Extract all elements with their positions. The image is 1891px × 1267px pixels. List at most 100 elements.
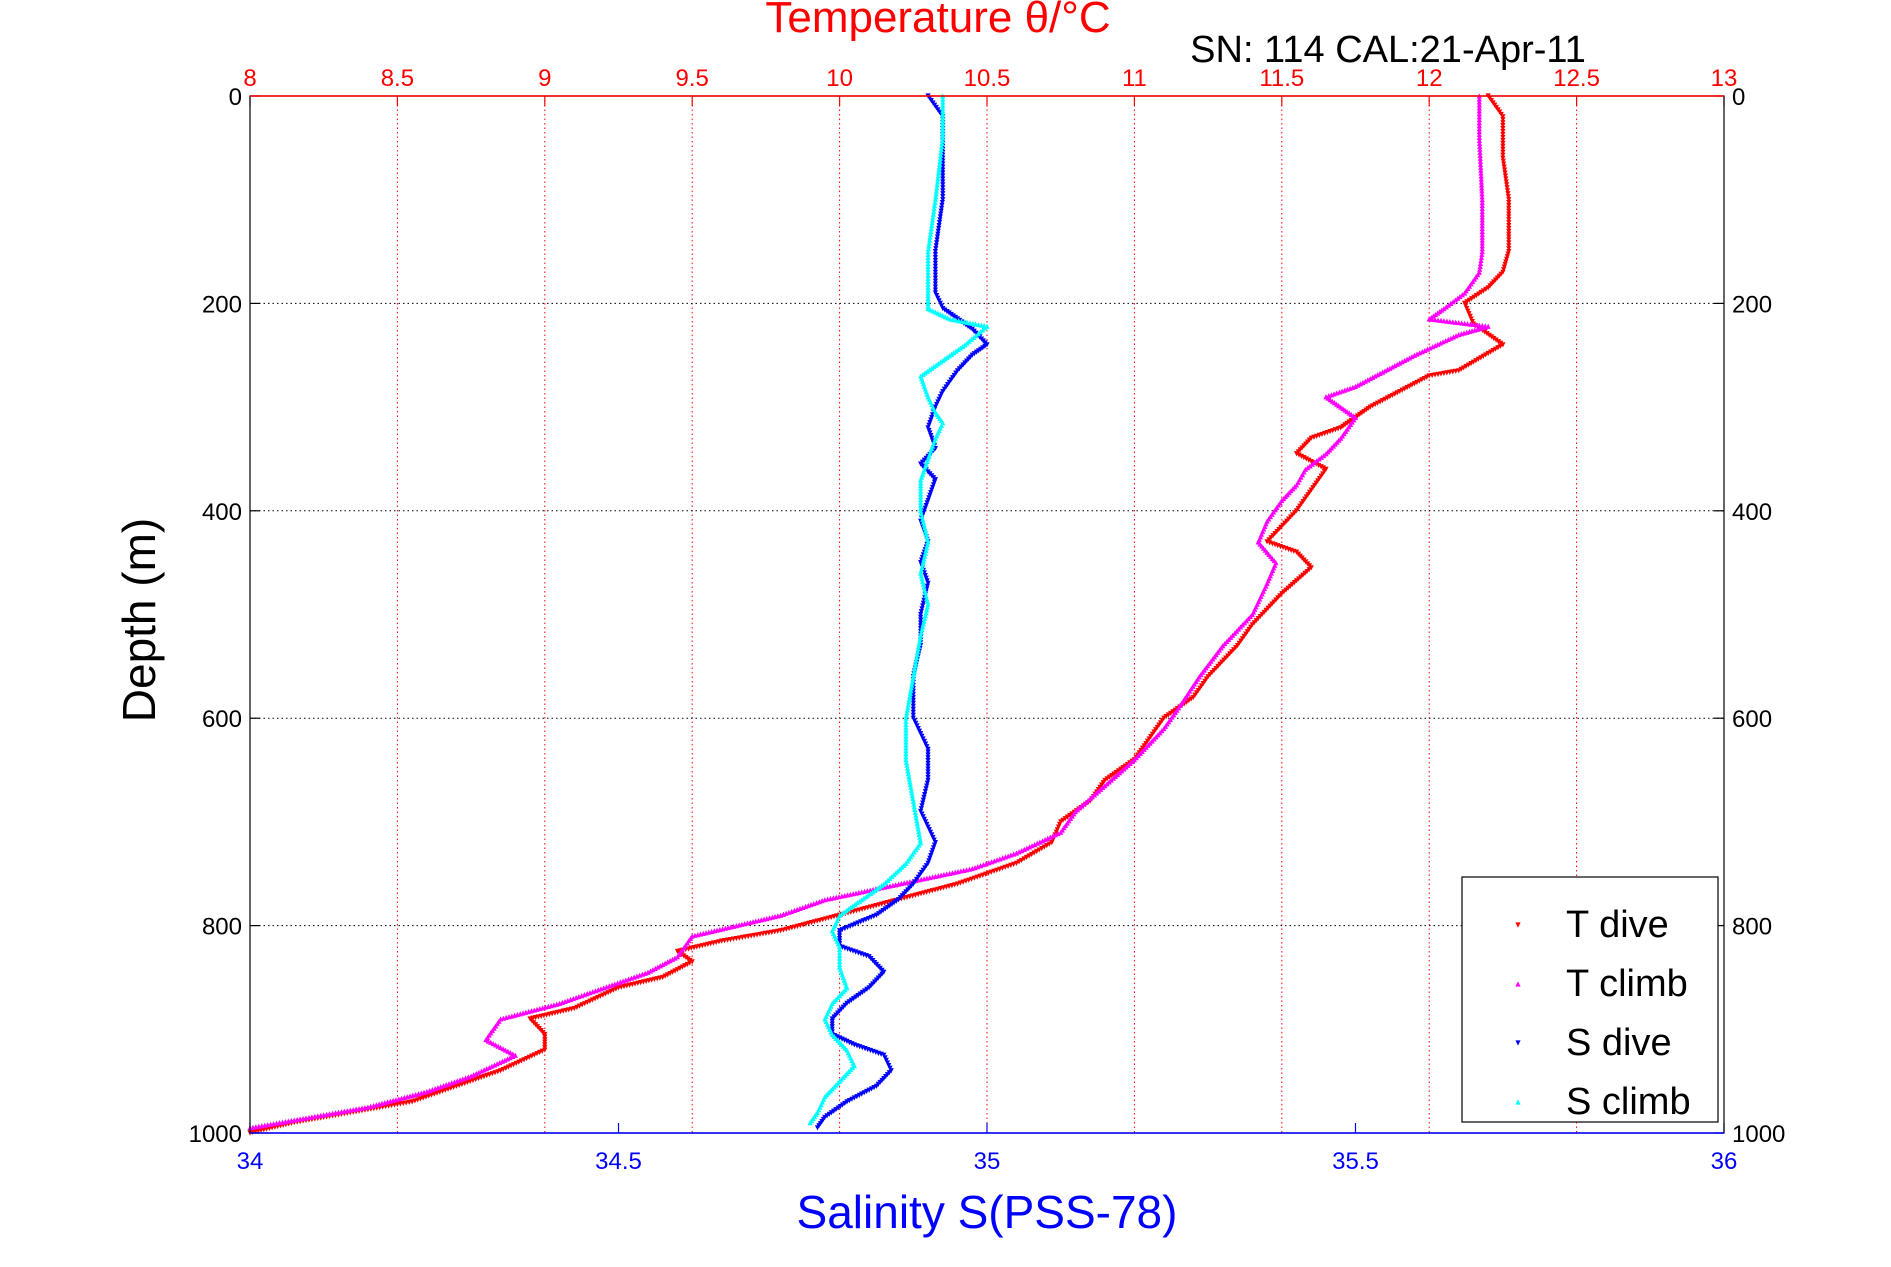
s-dive-point	[940, 188, 946, 194]
s-climb-point	[903, 745, 909, 751]
t-dive-point	[1500, 155, 1506, 161]
top-tick-label: 13	[1711, 65, 1738, 92]
t-dive-point	[1468, 361, 1474, 367]
t-dive-point	[1359, 410, 1365, 416]
t-dive-point	[1466, 297, 1472, 303]
t-dive-point	[1500, 125, 1506, 132]
t-climb-point	[1476, 125, 1482, 132]
s-climb-point	[916, 831, 922, 837]
s-climb-point	[906, 699, 912, 705]
s-climb-point	[920, 578, 926, 585]
s-climb-point	[935, 173, 941, 179]
s-dive-point	[923, 786, 929, 792]
s-climb-point	[909, 679, 915, 685]
s-climb-point	[907, 693, 913, 699]
s-dive-point	[940, 167, 946, 173]
t-dive-point	[1500, 117, 1506, 123]
t-climb-point	[1478, 164, 1484, 170]
legend-marker-t-dive-point	[1515, 922, 1521, 928]
t-dive-point	[1165, 712, 1172, 718]
t-climb-point	[1477, 146, 1483, 152]
t-dive-point	[1506, 214, 1512, 220]
t-climb-point	[1477, 143, 1483, 149]
s-dive-point	[932, 257, 939, 264]
s-climb-point	[917, 837, 923, 843]
s-climb-point	[837, 943, 843, 949]
s-dive-point	[975, 348, 982, 354]
t-dive-point	[1120, 765, 1126, 771]
s-dive-point	[925, 777, 931, 784]
s-climb-point	[918, 494, 924, 500]
s-climb-point	[924, 542, 930, 548]
top-tick-label: 9	[538, 65, 551, 92]
t-dive-point	[1506, 217, 1512, 223]
s-dive-point	[842, 1100, 848, 1107]
t-dive-point	[1186, 698, 1192, 704]
s-climb-point	[903, 718, 909, 724]
t-climb-point	[1478, 182, 1485, 188]
t-dive-point	[1506, 240, 1512, 246]
t-dive-point	[1031, 850, 1037, 856]
series-s-climb	[807, 93, 990, 1126]
t-dive-point	[1476, 291, 1482, 297]
s-dive-point	[884, 904, 891, 911]
t-dive-point	[1503, 176, 1509, 182]
s-climb-point	[931, 202, 938, 209]
s-climb-point	[915, 649, 921, 655]
s-climb-point	[923, 593, 929, 599]
s-climb-point	[934, 185, 940, 191]
s-dive-point	[940, 179, 946, 185]
s-dive-point	[932, 278, 939, 284]
s-dive-point	[846, 999, 852, 1005]
s-dive-point	[925, 763, 931, 769]
s-climb-point	[905, 704, 911, 710]
t-dive-point	[1115, 768, 1122, 774]
t-climb-point	[1478, 170, 1484, 176]
s-dive-point	[918, 614, 924, 620]
s-climb-point	[907, 690, 913, 696]
s-climb-point	[937, 155, 943, 161]
s-dive-point	[920, 600, 926, 606]
s-dive-point	[882, 906, 888, 912]
t-dive-point	[1506, 223, 1512, 229]
s-climb-point	[914, 651, 920, 658]
s-climb-point	[918, 632, 924, 638]
s-climb-point	[918, 482, 924, 488]
s-climb-point	[925, 281, 931, 287]
s-climb-point	[940, 96, 946, 102]
s-dive-point	[891, 900, 897, 906]
t-dive-point	[1495, 339, 1501, 345]
s-climb-point	[918, 570, 924, 576]
s-dive-point	[940, 173, 946, 179]
top-tick-label: 10.5	[964, 65, 1011, 92]
t-climb-point	[1476, 114, 1482, 120]
t-climb-point	[1476, 108, 1482, 114]
t-climb-point	[1476, 99, 1482, 105]
legend-items: T dive T climb S dive S climb	[1515, 904, 1691, 1123]
s-dive-point	[925, 749, 931, 755]
t-dive-point	[1170, 709, 1176, 715]
t-dive-point	[1500, 146, 1506, 152]
s-climb-point	[938, 152, 944, 158]
t-dive-point	[1104, 776, 1110, 782]
s-climb-point	[924, 604, 930, 610]
t-dive-point	[1473, 358, 1479, 364]
s-climb-point	[940, 111, 946, 117]
s-dive-point	[859, 989, 866, 996]
s-dive-point	[910, 694, 916, 701]
s-dive-point	[918, 611, 924, 618]
legend-marker-s-climb-point	[1515, 1099, 1521, 1105]
bottom-tick-label: 35.5	[1332, 1148, 1379, 1175]
s-climb-point	[923, 610, 929, 616]
t-dive-point	[1046, 841, 1052, 847]
legend-label-t-dive: T dive	[1566, 904, 1669, 946]
s-dive-point	[864, 986, 870, 992]
s-climb-point	[925, 275, 931, 281]
s-climb-point	[918, 485, 924, 491]
s-dive-point	[814, 1125, 821, 1131]
s-climb-point	[932, 197, 939, 203]
s-climb-point	[940, 102, 946, 108]
s-climb-point	[903, 724, 909, 730]
s-climb-point	[837, 946, 843, 952]
s-climb-point	[939, 143, 945, 149]
